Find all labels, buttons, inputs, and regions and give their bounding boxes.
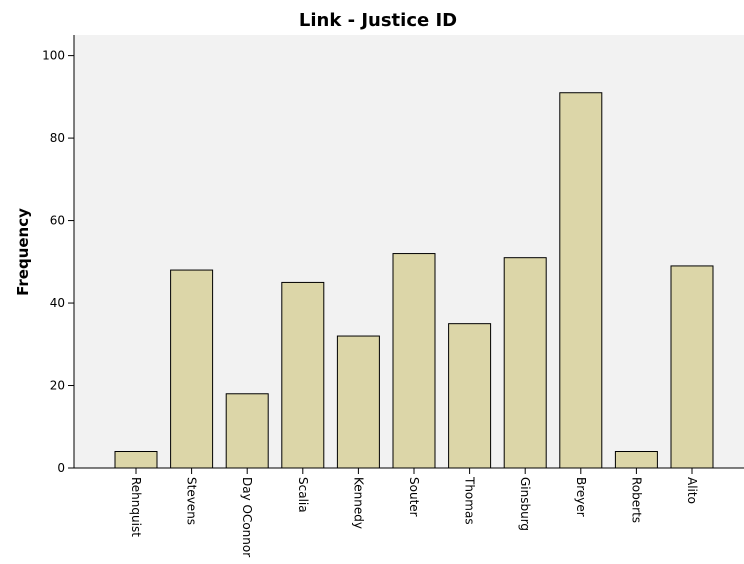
bar-stevens: [170, 269, 214, 469]
x-axis-labels: Rehnquist Stevens Day OConnor Scalia Kennedy…: [129, 468, 699, 557]
bar-thomas: [448, 323, 492, 469]
bar-day-oconnor: [225, 393, 269, 469]
x-tick-label: Breyer: [574, 477, 588, 517]
bar-kennedy: [336, 335, 380, 469]
y-tick-label: 100: [42, 49, 65, 63]
y-tick-label: 60: [50, 214, 65, 228]
x-tick-label: Day OConnor: [240, 477, 254, 557]
y-axis-label: Frequency: [14, 208, 32, 296]
bar-rehnquist: [114, 451, 158, 469]
bar-roberts: [614, 451, 658, 469]
x-tick-label: Stevens: [185, 477, 199, 525]
x-tick-label: Thomas: [463, 476, 477, 525]
y-axis-ticks: 0 20 40 60 80 100: [42, 49, 74, 475]
chart-title: Link - Justice ID: [299, 10, 457, 31]
bar-souter: [392, 253, 436, 469]
y-tick-label: 20: [50, 379, 65, 393]
bar-scalia: [281, 281, 325, 469]
bar-ginsburg: [503, 257, 547, 469]
y-tick-label: 40: [50, 296, 65, 310]
x-tick-label: Scalia: [296, 477, 310, 513]
bar-breyer: [559, 92, 603, 469]
x-tick-label: Rehnquist: [129, 477, 143, 537]
bar-series: [114, 92, 714, 469]
x-tick-label: Ginsburg: [518, 477, 532, 531]
y-tick-label: 80: [50, 131, 65, 145]
x-tick-label: Alito: [685, 477, 699, 504]
x-tick-label: Roberts: [629, 477, 643, 523]
y-tick-label: 0: [57, 461, 65, 475]
x-tick-label: Souter: [407, 477, 421, 517]
x-tick-label: Kennedy: [351, 477, 365, 529]
bar-alito: [670, 265, 714, 469]
